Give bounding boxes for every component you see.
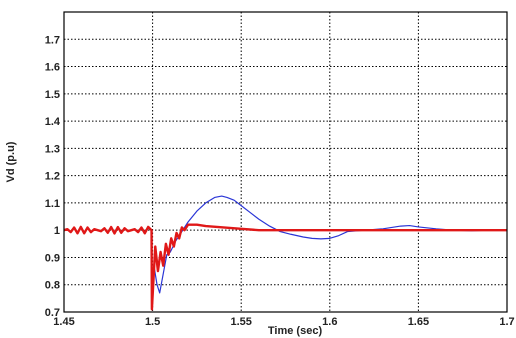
y-tick-label: 0.7 [45, 307, 60, 319]
y-tick-label: 0.9 [45, 252, 60, 264]
y-tick-label: 1.6 [45, 62, 60, 74]
y-tick-label: 1.1 [45, 198, 60, 210]
x-tick-label: 1.5 [145, 316, 160, 328]
plot-frame [63, 11, 508, 313]
y-tick-labels: 0.7 0.8 0.9 1 1.1 1.2 1.3 1.4 1.5 1.6 1.7 [45, 34, 61, 319]
x-tick-label: 1.65 [408, 316, 429, 328]
x-tick-label: 1.45 [53, 316, 74, 328]
x-tick-labels: 1.45 1.5 1.55 1.6 1.65 1.7 [53, 316, 514, 328]
y-tick-label: 1.4 [45, 116, 61, 128]
y-tick-label: 1.3 [45, 143, 60, 155]
plot-background [64, 12, 507, 312]
series-group [63, 195, 507, 311]
y-tick-label: 1.5 [45, 89, 60, 101]
x-tick-label: 1.55 [230, 316, 251, 328]
y-tick-label: 1.2 [45, 171, 60, 183]
x-axis-label: Time (sec) [268, 325, 323, 337]
y-axis-label: Vd (p.u) [5, 141, 17, 182]
red-series-line [63, 223, 507, 311]
y-tick-label: 0.8 [45, 280, 60, 292]
y-tick-label: 1.7 [45, 34, 60, 46]
y-tick-label: 1 [54, 225, 60, 237]
x-tick-label: 1.6 [322, 316, 337, 328]
x-tick-label: 1.7 [499, 316, 514, 328]
